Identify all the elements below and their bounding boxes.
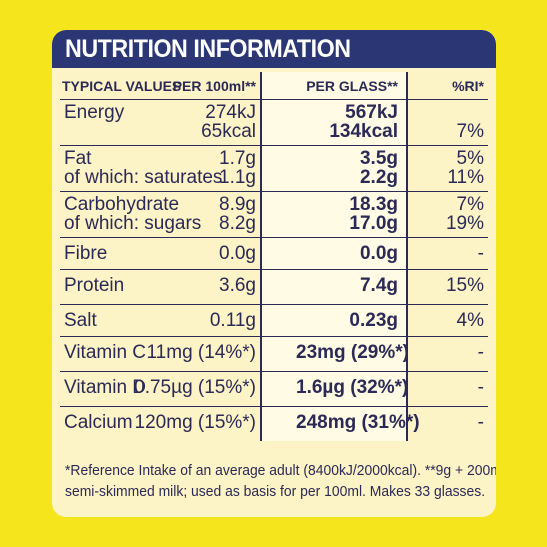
header-per-glass: PER GLASS** (306, 78, 398, 94)
glass-value: 0.0g (359, 243, 398, 264)
row-label: Protein (64, 275, 125, 296)
ri-value: 15% (445, 275, 484, 296)
table-row-vitamin-c: Vitamin C 11mg (14%*) 23mg (29%*) - (60, 337, 488, 372)
row-label: Calcium (64, 412, 133, 433)
glass-kj: 567kJ (345, 102, 398, 123)
header-ri: %RI* (452, 78, 484, 94)
ri-value: 5% (456, 148, 484, 169)
table-row-salt: Salt 0.11g 0.23g 4% (60, 305, 488, 337)
per100-value: 0.11g (209, 310, 256, 331)
ri-value: - (477, 412, 484, 433)
ri-value: 7% (456, 194, 484, 215)
per100-value: 1.7g (219, 148, 256, 169)
glass-value: 23mg (29%*) (296, 342, 409, 363)
table-row-vitamin-d: Vitamin D 0.75µg (15%*) 1.6µg (32%*) - (60, 372, 488, 407)
row-label: Fat (64, 148, 92, 169)
ri-value: - (477, 342, 484, 363)
per100-sub-value: 1.1g (219, 167, 256, 188)
glass-kcal: 134kcal (329, 121, 398, 142)
per100-sub-value: 8.2g (219, 213, 256, 234)
row-label: Vitamin D (64, 377, 147, 398)
nutrition-panel: NUTRITION INFORMATION TYPICAL VALUES PER… (52, 30, 496, 517)
glass-value: 0.23g (349, 310, 398, 331)
row-sub-label: of which: saturates (64, 167, 223, 188)
table-row-carbohydrate: Carbohydrate of which: sugars 8.9g 8.2g … (60, 192, 488, 238)
header-per-100ml: PER 100ml** (172, 78, 256, 94)
table-row-fibre: Fibre 0.0g 0.0g - (60, 238, 488, 270)
per100-value: 0.0g (219, 243, 256, 264)
glass-sub-value: 2.2g (359, 167, 398, 188)
per100-value: 3.6g (219, 275, 256, 296)
ri-value: 4% (456, 310, 484, 331)
footnote-line-2: semi-skimmed milk; used as basis for per… (65, 484, 486, 500)
glass-sub-value: 17.0g (349, 213, 398, 234)
glass-value: 18.3g (349, 194, 398, 215)
table-row-energy: Energy 274kJ 65kcal 567kJ 134kcal 7% (60, 100, 488, 146)
table-row-calcium: Calcium 120mg (15%*) 248mg (31%*) - (60, 407, 488, 441)
per100-value: 11mg (14%*) (146, 342, 256, 363)
glass-value: 1.6µg (32%*) (296, 377, 409, 398)
ri-value: - (477, 377, 484, 398)
footnote: *Reference Intake of an average adult (8… (65, 461, 496, 503)
row-label: Salt (64, 310, 97, 331)
header-typical-values: TYPICAL VALUES (62, 78, 182, 94)
table-row-protein: Protein 3.6g 7.4g 15% (60, 270, 488, 305)
ri-sub-value: 19% (445, 213, 484, 234)
per100-value: 0.75µg (15%*) (134, 377, 256, 398)
ri-value: 7% (456, 121, 484, 142)
title-bar: NUTRITION INFORMATION (52, 30, 496, 68)
nutrition-table: TYPICAL VALUES PER 100ml** PER GLASS** %… (60, 72, 488, 441)
footnote-line-1: *Reference Intake of an average adult (8… (65, 463, 496, 479)
ri-value: - (477, 243, 484, 264)
row-label: Vitamin C (64, 342, 147, 363)
row-label: Carbohydrate (64, 194, 180, 215)
per100-kcal: 65kcal (201, 121, 256, 142)
per100-kj: 274kJ (205, 102, 256, 123)
ri-sub-value: 11% (447, 167, 484, 188)
row-label: Fibre (64, 243, 108, 264)
table-row-fat: Fat of which: saturates 1.7g 1.1g 3.5g 2… (60, 146, 488, 192)
table-header: TYPICAL VALUES PER 100ml** PER GLASS** %… (60, 72, 488, 100)
glass-value: 7.4g (359, 275, 398, 296)
glass-value: 248mg (31%*) (296, 412, 420, 433)
panel-title: NUTRITION INFORMATION (65, 35, 351, 63)
glass-value: 3.5g (359, 148, 398, 169)
row-label: Energy (64, 102, 125, 123)
per100-value: 120mg (15%*) (134, 412, 256, 433)
per100-value: 8.9g (219, 194, 256, 215)
row-sub-label: of which: sugars (64, 213, 202, 234)
